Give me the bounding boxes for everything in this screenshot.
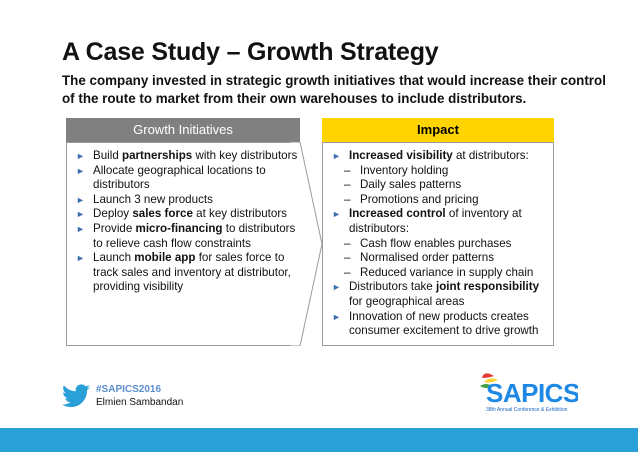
triangle-bullet-icon: ► xyxy=(76,223,85,234)
bullet-text: Launch xyxy=(93,251,135,265)
bullet-emphasis: joint responsibility xyxy=(435,280,540,294)
subitem-text: Normalised order patterns xyxy=(360,251,495,265)
triangle-bullet-icon: ► xyxy=(76,151,85,161)
subitem-text: Cash flow enables purchases xyxy=(360,236,512,250)
svg-text:38th Annual Conference & Exhib: 38th Annual Conference & Exhibition xyxy=(486,407,568,413)
impact-sublist: – Cash flow enables purchases – Normalised … xyxy=(332,237,552,281)
bullet-text: Deploy xyxy=(93,207,133,221)
dash-bullet-icon: – xyxy=(344,251,351,265)
impact-subitem: – Promotions and pricing xyxy=(332,193,552,208)
bullet-emphasis: Increased visibility xyxy=(349,149,453,162)
impact-subitem: – Reduced variance in supply chain xyxy=(332,266,552,281)
event-hashtag[interactable]: #SAPICS2016 xyxy=(96,384,162,395)
subitem-text: Inventory holding xyxy=(360,163,449,177)
bullet-text: with key distributors xyxy=(192,149,298,162)
dash-bullet-icon: – xyxy=(344,236,351,250)
bullet-text: at key distributors xyxy=(192,207,287,221)
bullet-emphasis: partnerships xyxy=(122,149,193,162)
initiative-item: ► Build partnerships with key distributor… xyxy=(76,149,298,164)
twitter-bird-icon[interactable] xyxy=(62,384,90,408)
impact-item: ► Distributors take joint responsibility … xyxy=(332,280,552,309)
initiative-item: ► Allocate geographical locations to dist… xyxy=(76,164,298,193)
triangle-bullet-icon: ► xyxy=(76,209,85,220)
impact-list: ► Increased visibility at distributors: – I… xyxy=(332,149,552,339)
growth-initiatives-header: Growth Initiatives xyxy=(66,118,300,142)
bullet-text: Build xyxy=(93,149,123,162)
bullet-text: for geographical areas xyxy=(349,294,465,308)
impact-header: Impact xyxy=(322,118,554,142)
bullet-text: Allocate geographical locations to distr… xyxy=(93,163,266,192)
triangle-bullet-icon: ► xyxy=(332,282,341,293)
bullet-emphasis: sales force xyxy=(132,207,193,221)
bullet-text: for sales force to track sales and inven… xyxy=(93,251,291,294)
bullet-text: Innovation of new products creates consu… xyxy=(349,309,539,338)
dash-bullet-icon: – xyxy=(344,192,351,206)
bullet-text: Launch 3 new products xyxy=(93,192,213,206)
bullet-text: to distributors to relieve cash flow con… xyxy=(93,221,296,250)
initiatives-list: ► Build partnerships with key distributor… xyxy=(76,149,298,295)
impact-item: ► Increased control of inventory at distr… xyxy=(332,207,552,236)
bullet-text: at distributors: xyxy=(452,149,529,162)
bullet-text: Distributors take xyxy=(349,280,436,294)
bullet-text: of inventory at distributors: xyxy=(349,207,522,235)
impact-subitem: – Inventory holding xyxy=(332,164,552,179)
slide-subtitle: The company invested in strategic growth… xyxy=(62,73,606,106)
subitem-text: Reduced variance in supply chain xyxy=(360,265,534,279)
dash-bullet-icon: – xyxy=(344,265,351,279)
initiative-item: ► Launch mobile app for sales force to tr… xyxy=(76,251,298,295)
subitem-text: Daily sales patterns xyxy=(360,178,462,192)
author-name: Elmien Sambandan xyxy=(96,397,184,408)
impact-item: ► Increased visibility at distributors: xyxy=(332,149,552,164)
triangle-bullet-icon: ► xyxy=(76,194,85,205)
impact-sublist: – Inventory holding – Daily sales patterns –… xyxy=(332,164,552,208)
svg-text:SAPICS: SAPICS xyxy=(486,378,578,408)
sapics-logo: SAPICS 38th Annual Conference & Exhibiti… xyxy=(480,373,578,413)
impact-subitem: – Cash flow enables purchases xyxy=(332,237,552,252)
impact-item: ► Innovation of new products creates cons… xyxy=(332,310,552,339)
dash-bullet-icon: – xyxy=(344,178,351,192)
initiative-item: ► Launch 3 new products xyxy=(76,193,298,208)
impact-subitem: – Normalised order patterns xyxy=(332,251,552,266)
dash-bullet-icon: – xyxy=(344,163,351,177)
subitem-text: Promotions and pricing xyxy=(360,192,479,206)
triangle-bullet-icon: ► xyxy=(76,253,85,264)
triangle-bullet-icon: ► xyxy=(332,151,341,161)
slide-title: A Case Study – Growth Strategy xyxy=(62,38,439,66)
triangle-bullet-icon: ► xyxy=(76,165,85,176)
initiative-item: ► Deploy sales force at key distributors xyxy=(76,207,298,222)
bullet-text: Provide xyxy=(93,221,136,235)
triangle-bullet-icon: ► xyxy=(332,311,341,322)
footer-bar xyxy=(0,428,638,452)
initiative-item: ► Provide micro-financing to distributors… xyxy=(76,222,298,251)
triangle-bullet-icon: ► xyxy=(332,209,341,220)
bullet-emphasis: mobile app xyxy=(134,251,196,265)
bullet-emphasis: Increased control xyxy=(349,207,446,221)
impact-subitem: – Daily sales patterns xyxy=(332,178,552,193)
bullet-emphasis: micro-financing xyxy=(135,221,223,235)
chevron-arrow-icon xyxy=(290,142,323,346)
